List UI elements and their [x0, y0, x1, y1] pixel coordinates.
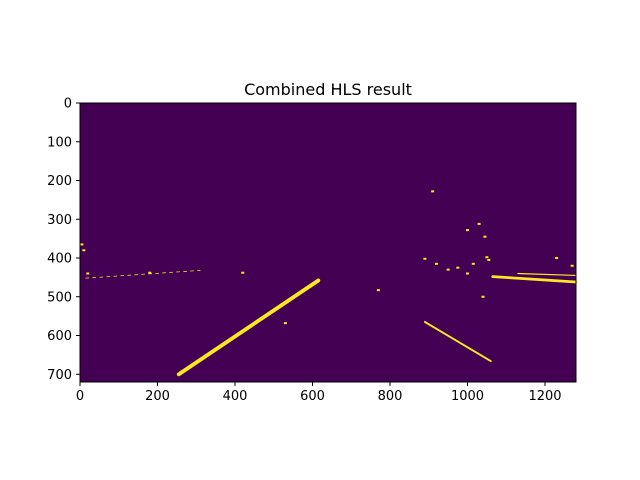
- y-tick-label: 0: [64, 97, 72, 112]
- x-tick-label: 0: [76, 389, 84, 404]
- right-clutter-blob: [471, 262, 475, 265]
- x-tick-label: 600: [300, 389, 325, 404]
- x-tick-label: 200: [145, 389, 170, 404]
- right-clutter-blob: [456, 266, 460, 269]
- right-clutter-blob: [435, 262, 438, 265]
- right-clutter-blob: [555, 257, 559, 259]
- y-tick-label: 500: [47, 290, 72, 305]
- x-tick-label: 400: [223, 389, 248, 404]
- right-clutter-blob: [483, 235, 487, 238]
- right-lane-line: [423, 320, 492, 363]
- x-tick-label: 1000: [451, 389, 484, 404]
- right-clutter-blob: [466, 272, 469, 275]
- right-clutter-blob: [431, 190, 435, 193]
- right-clutter-blob: [86, 272, 90, 275]
- right-clutter-blob: [148, 271, 152, 274]
- right-clutter-blob: [477, 222, 481, 225]
- y-tick-label: 600: [47, 329, 72, 344]
- y-tick-label: 100: [47, 135, 72, 150]
- right-clutter-blob: [376, 289, 380, 292]
- x-axis: 0 200 400 600 800 1000 1200: [76, 382, 562, 404]
- binary-features-layer: [80, 190, 578, 377]
- y-axis: 0 100 200 300 400 500 600 700: [47, 97, 80, 383]
- right-clutter-blob: [82, 249, 86, 252]
- right-clutter-blob: [481, 295, 485, 298]
- plot-frame: [79, 102, 577, 383]
- right-clutter-blob: [466, 229, 469, 232]
- x-tick-label: 1200: [528, 389, 561, 404]
- left-horizon-dashes: [85, 270, 201, 279]
- left-lane-line: [176, 278, 321, 377]
- right-clutter-blob: [241, 271, 245, 274]
- y-tick-label: 700: [47, 368, 72, 383]
- right-clutter-blob: [423, 257, 427, 260]
- x-tick-label: 800: [378, 389, 403, 404]
- right-clutter-blob: [485, 256, 489, 259]
- y-tick-label: 400: [47, 252, 72, 267]
- y-tick-label: 200: [47, 174, 72, 189]
- right-barrier-streak-upper: [517, 272, 577, 277]
- right-clutter-blob: [80, 243, 84, 246]
- right-clutter-blob: [487, 258, 491, 261]
- chart-title: Combined HLS result: [244, 80, 412, 99]
- right-clutter-blob: [283, 322, 287, 325]
- y-tick-label: 300: [47, 213, 72, 228]
- right-barrier-streak: [491, 275, 578, 284]
- right-clutter-blob: [570, 264, 574, 267]
- image-area: [80, 103, 576, 382]
- right-clutter-blob: [446, 268, 450, 271]
